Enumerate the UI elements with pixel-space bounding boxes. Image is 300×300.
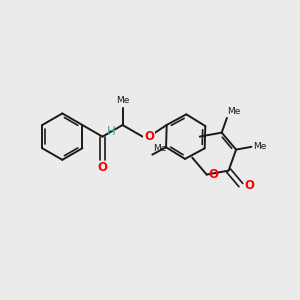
Text: Me: Me bbox=[153, 144, 166, 153]
Text: Me: Me bbox=[253, 142, 266, 151]
Text: O: O bbox=[98, 161, 107, 174]
Text: H: H bbox=[107, 125, 116, 138]
Text: O: O bbox=[208, 168, 218, 181]
Text: O: O bbox=[144, 130, 154, 143]
Text: O: O bbox=[244, 178, 254, 192]
Text: O: O bbox=[144, 130, 154, 143]
Text: Me: Me bbox=[116, 96, 129, 105]
Text: Me: Me bbox=[227, 107, 241, 116]
